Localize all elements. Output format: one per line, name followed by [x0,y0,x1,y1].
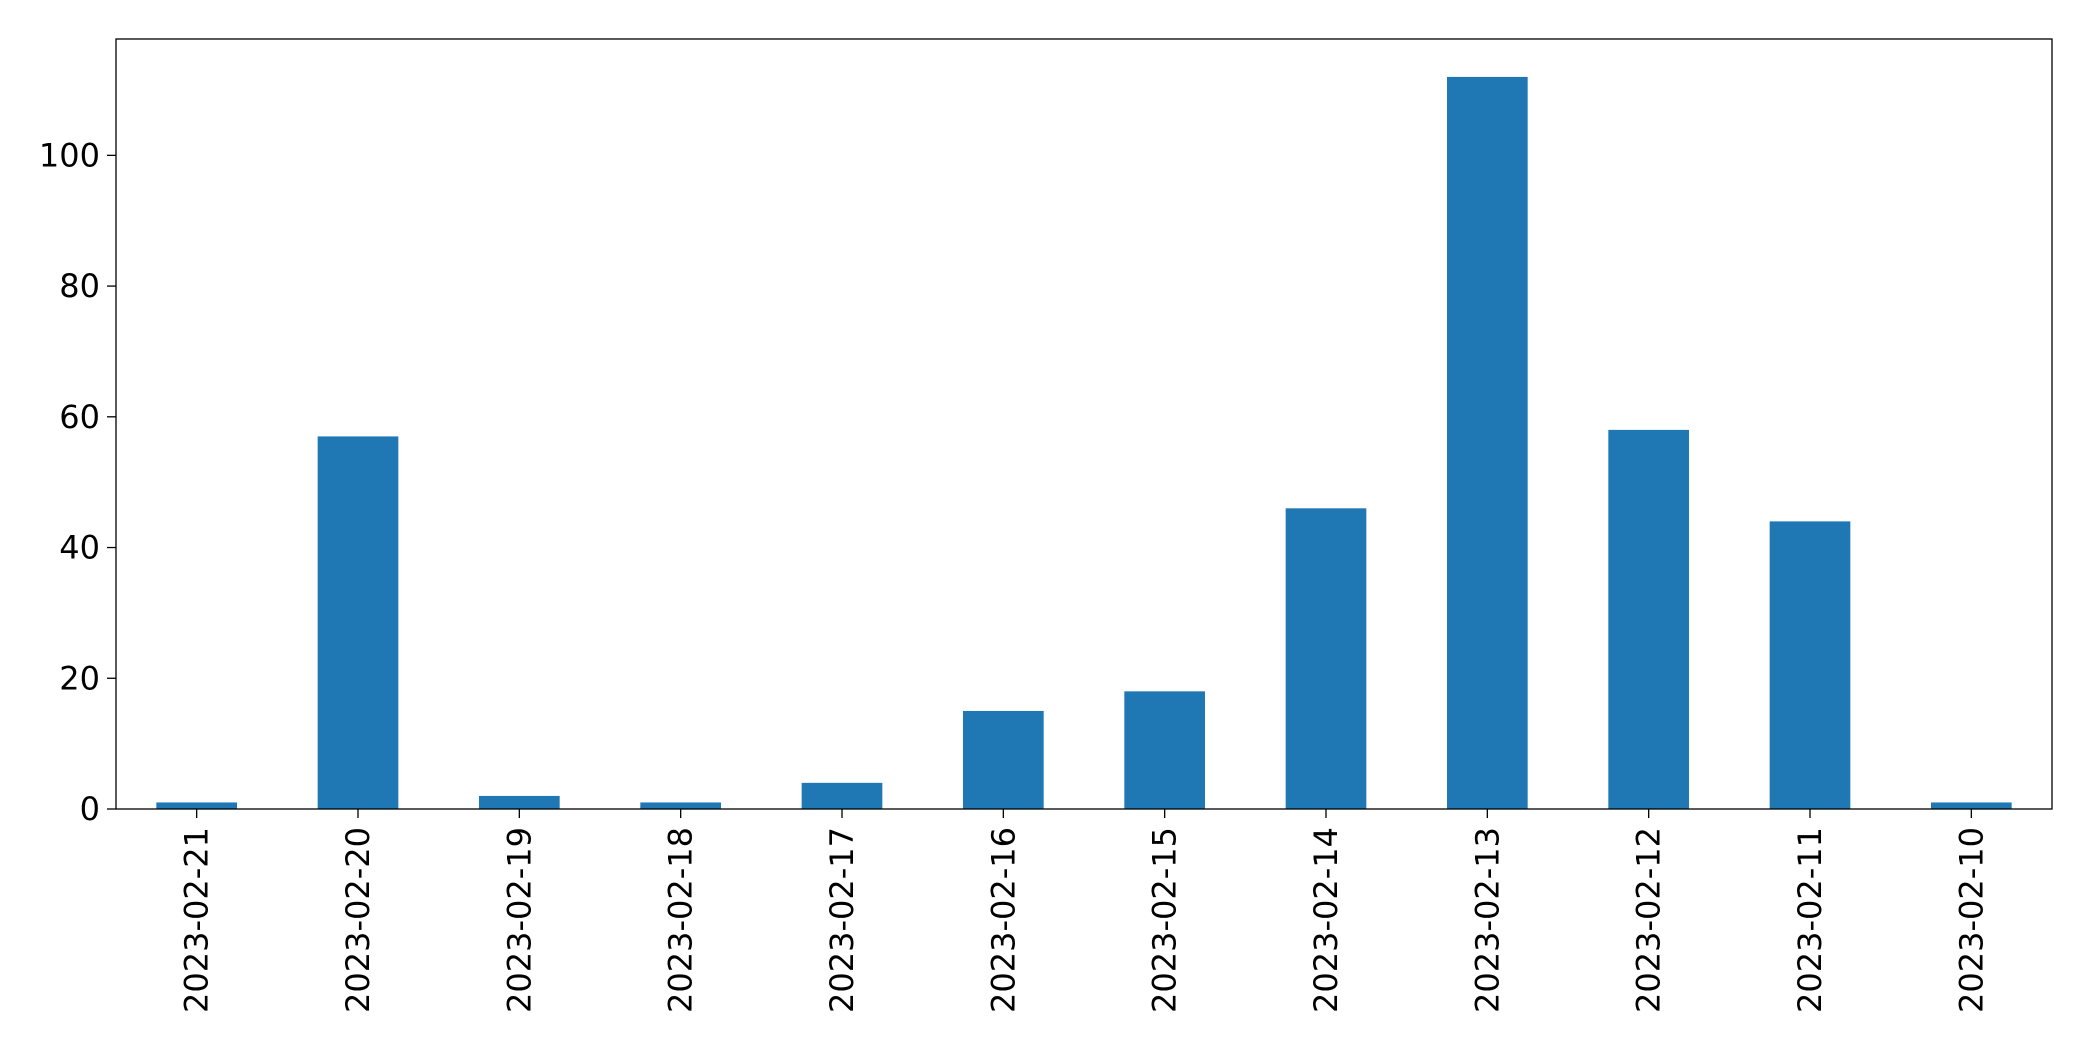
bar [1931,802,2012,809]
x-tick-label: 2023-02-15 [1146,827,1184,1013]
bar [640,802,721,809]
bar [1769,521,1851,809]
bar [1608,429,1689,809]
bar [479,795,560,809]
x-tick-label: 2023-02-16 [984,827,1022,1013]
x-tick-label: 2023-02-13 [1468,827,1506,1013]
x-tick-label: 2023-02-20 [339,827,377,1013]
bar [801,782,883,809]
bar [963,710,1044,809]
bar [156,802,237,809]
x-tick-label: 2023-02-18 [662,827,700,1013]
x-tick-label: 2023-02-12 [1630,827,1668,1013]
y-tick-label: 80 [59,267,100,305]
y-tick-label: 40 [59,529,100,567]
x-tick-label: 2023-02-21 [178,827,216,1013]
x-tick-label: 2023-02-10 [1952,827,1990,1013]
x-tick-label: 2023-02-14 [1307,827,1345,1013]
y-tick-label: 100 [39,136,100,174]
x-tick-label: 2023-02-17 [823,827,861,1013]
bar [1447,76,1528,809]
bar [1285,508,1367,809]
bar [317,436,399,809]
plot-frame [115,38,2053,810]
x-tick-label: 2023-02-11 [1791,827,1829,1013]
bar [1124,691,1205,809]
x-tick-label: 2023-02-19 [500,827,538,1013]
y-tick-label: 20 [59,659,100,697]
y-tick-label: 0 [80,790,100,828]
y-tick-label: 60 [59,398,100,436]
